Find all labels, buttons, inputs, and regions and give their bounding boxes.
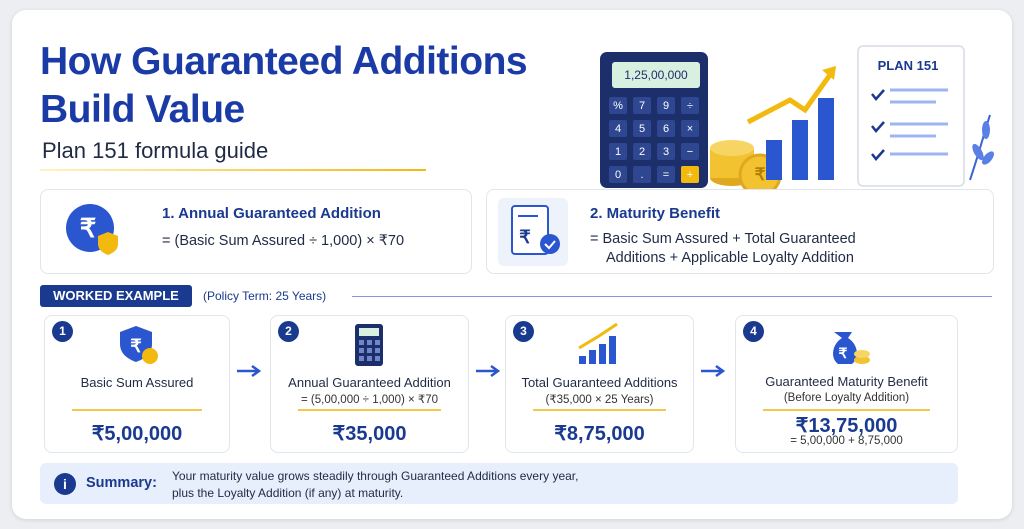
illustration: 1,25,00,000 % 7 9 ÷ 4 5 6 × 1 2 3 − 0. = + ₹ PLAN 151 <box>600 45 994 197</box>
step-arrow <box>476 364 501 378</box>
key-label: 9 <box>663 100 669 112</box>
summary-line: Your maturity value grows steadily throu… <box>172 469 579 483</box>
key-label: × <box>687 123 693 135</box>
calculator-key <box>633 120 651 137</box>
underline <box>40 169 426 171</box>
step-label: Guaranteed Maturity Benefit <box>765 374 928 389</box>
info-icon: i <box>54 473 76 495</box>
coin-symbol: ₹ <box>755 165 766 184</box>
step-number: 4 <box>743 321 764 342</box>
formula-title: 2. Maturity Benefit <box>590 205 721 222</box>
key-label: % <box>613 100 623 112</box>
icon-symbol: ₹ <box>80 213 97 243</box>
step-detail: (₹35,000 × 25 Years) <box>545 394 654 406</box>
summary-bar <box>40 463 958 504</box>
calculator-key <box>609 97 627 114</box>
formula-line: Additions + Applicable Loyalty Addition <box>606 250 854 266</box>
key-label: + <box>687 169 693 181</box>
section-label: WORKED EXAMPLE <box>40 285 192 307</box>
step-value: ₹35,000 <box>332 423 407 445</box>
step-label: Annual Guaranteed Addition <box>288 375 451 390</box>
step-number: 3 <box>513 321 534 342</box>
key-label: 1 <box>615 146 621 158</box>
key-label: = <box>663 169 669 181</box>
key-label: − <box>687 146 693 158</box>
step-value: ₹8,75,000 <box>554 423 645 445</box>
formula-line: = Basic Sum Assured + Total Guaranteed <box>590 231 856 247</box>
key-label: 5 <box>639 123 645 135</box>
step-rule <box>763 409 930 411</box>
step-icon <box>354 324 383 366</box>
calculator-key <box>633 166 651 183</box>
document-label: PLAN 151 <box>878 58 939 73</box>
step-note: = 5,00,000 + 8,75,000 <box>790 435 903 447</box>
step-label: Total Guaranteed Additions <box>521 375 678 390</box>
subtitle: Plan 151 formula guide <box>42 138 269 163</box>
calculator-key <box>681 143 699 160</box>
calculator-key <box>609 120 627 137</box>
summary-line: plus the Loyalty Addition (if any) at ma… <box>172 486 404 500</box>
calculator-key <box>609 166 627 183</box>
step-number: 1 <box>52 321 73 342</box>
display-text: 1,25,00,000 <box>624 68 688 82</box>
calculator-key <box>657 120 675 137</box>
icon-symbol: ₹ <box>519 227 531 247</box>
calculator-key <box>681 166 699 183</box>
title-line: Build Value <box>40 88 245 131</box>
calculator-key <box>633 97 651 114</box>
step-arrow <box>701 364 726 378</box>
calculator-key <box>657 166 675 183</box>
divider <box>352 296 992 297</box>
step-label: Basic Sum Assured <box>80 375 194 390</box>
key-label: 4 <box>615 123 621 135</box>
icon-symbol: ₹ <box>838 345 847 361</box>
step-rule <box>298 409 441 411</box>
formula-card <box>486 189 994 274</box>
step-arrow <box>237 364 262 378</box>
key-label: 3 <box>663 146 669 158</box>
step-value: ₹13,75,000 <box>795 415 898 437</box>
key-label: 2 <box>639 146 645 158</box>
key-label: 7 <box>639 100 645 112</box>
step-card <box>505 315 694 453</box>
key-label: 0 <box>615 169 621 181</box>
calculator-key <box>681 97 699 114</box>
summary-label: Summary: <box>86 475 157 491</box>
step-number: 2 <box>278 321 299 342</box>
step-detail: (Before Loyalty Addition) <box>783 392 910 404</box>
step-icon: ₹ <box>832 332 870 364</box>
formula-line: = (Basic Sum Assured ÷ 1,000) × ₹70 <box>162 233 405 249</box>
key-label: . <box>640 169 643 181</box>
section-note: (Policy Term: 25 Years) <box>203 289 327 303</box>
step-icon: ₹ <box>120 326 158 364</box>
calculator-key <box>633 143 651 160</box>
calculator-key <box>657 143 675 160</box>
key-label: 6 <box>663 123 669 135</box>
document-icon: ₹ <box>498 198 568 266</box>
calculator-key <box>657 97 675 114</box>
step-rule <box>72 409 202 411</box>
calculator-key <box>609 143 627 160</box>
step-value: ₹5,00,000 <box>91 423 183 445</box>
step-icon <box>577 322 618 364</box>
step-detail: = (5,00,000 ÷ 1,000) × ₹70 <box>300 394 439 406</box>
formula-title: 1. Annual Guaranteed Addition <box>162 205 381 222</box>
calculator-key <box>681 120 699 137</box>
icon-symbol: ₹ <box>130 336 142 356</box>
rupee-icon: ₹ <box>66 204 118 255</box>
title-line: How Guaranteed Additions <box>40 40 528 83</box>
calculator-display <box>612 62 700 88</box>
step-rule <box>533 409 666 411</box>
key-label: ÷ <box>687 100 693 112</box>
